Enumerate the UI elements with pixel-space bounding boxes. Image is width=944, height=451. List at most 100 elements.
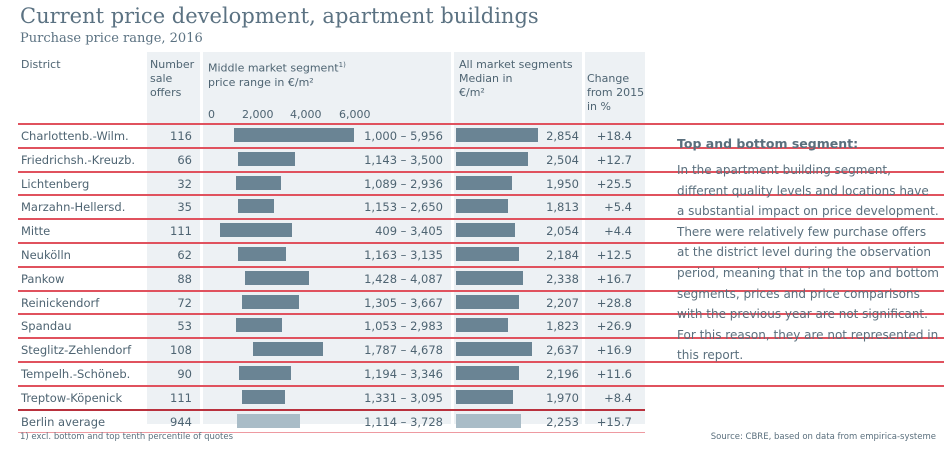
price-range-bar	[234, 128, 355, 142]
header-offers-line: Number	[150, 58, 195, 71]
median-label: 1,823	[546, 319, 579, 333]
offers-count: 66	[177, 153, 192, 167]
row-rule	[18, 123, 944, 125]
price-range-label: 1,153 – 2,650	[364, 200, 443, 214]
row-rule	[18, 290, 944, 292]
axis-tick-label: 6,000	[339, 108, 371, 121]
axis-tick-label: 4,000	[290, 108, 322, 121]
row-rule	[18, 147, 944, 149]
district-name: Neukölln	[21, 248, 71, 262]
median-label: 2,504	[546, 153, 579, 167]
footnote: 1) excl. bottom and top tenth percentile…	[20, 432, 234, 442]
district-name: Lichtenberg	[21, 177, 90, 191]
change-percent: +15.7	[596, 415, 632, 429]
header-district: District	[21, 58, 61, 71]
district-name: Tempelh.-Schöneb.	[21, 367, 131, 381]
change-percent: +26.9	[596, 319, 632, 333]
median-bar	[456, 318, 509, 332]
price-range-bar	[244, 271, 309, 285]
change-percent: +18.4	[596, 129, 632, 143]
price-range-label: 1,143 – 3,500	[364, 153, 443, 167]
header-middle-line: price range in €/m²	[208, 75, 314, 89]
change-percent: +12.7	[596, 153, 632, 167]
offers-count: 111	[170, 224, 192, 238]
average-price-range-bar	[237, 414, 301, 428]
price-range-bar	[237, 199, 275, 213]
district-name: Steglitz-Zehlendorf	[21, 343, 132, 357]
axis-tick-label: 2,000	[242, 108, 274, 121]
price-range-bar	[241, 295, 299, 309]
average-median-bar	[456, 414, 521, 428]
district-name: Friedrichsh.-Kreuzb.	[21, 153, 136, 167]
row-rule	[18, 194, 944, 196]
offers-count: 116	[170, 129, 192, 143]
median-bar	[456, 128, 538, 142]
district-name: Charlottenb.-Wilm.	[21, 129, 129, 143]
price-range-label: 1,000 – 5,956	[364, 129, 443, 143]
header-offers: Number sale offers	[150, 58, 194, 100]
price-range-label: 1,305 – 3,667	[364, 296, 443, 310]
price-range-label: 1,114 – 3,728	[364, 415, 443, 429]
offers-count: 35	[177, 200, 192, 214]
change-percent: +28.8	[596, 296, 632, 310]
price-range-label: 1,089 – 2,936	[364, 177, 443, 191]
row-rule	[18, 337, 944, 339]
change-percent: +4.4	[604, 224, 632, 238]
row-rule	[18, 218, 944, 220]
offers-count: 944	[170, 415, 192, 429]
district-name: Spandau	[21, 319, 72, 333]
median-bar	[456, 342, 532, 356]
price-range-bar	[219, 223, 293, 237]
district-name: Reinickendorf	[21, 296, 100, 310]
price-range-label: 1,787 – 4,678	[364, 343, 443, 357]
header-change-line: Change	[587, 72, 630, 85]
median-label: 2,854	[546, 129, 579, 143]
district-name: Treptow-Köpenick	[21, 391, 123, 405]
change-percent: +16.7	[596, 272, 632, 286]
header-median-line: Median in	[459, 72, 513, 85]
axis-tick-label: 0	[208, 108, 215, 121]
median-label: 2,196	[546, 367, 579, 381]
offers-count: 88	[177, 272, 192, 286]
change-percent: +16.9	[596, 343, 632, 357]
offers-count: 72	[177, 296, 192, 310]
median-label: 2,054	[546, 224, 579, 238]
change-percent: +5.4	[604, 200, 632, 214]
median-bar	[456, 295, 520, 309]
median-bar	[456, 176, 512, 190]
offers-count: 108	[170, 343, 192, 357]
row-rule	[18, 432, 645, 433]
chart-subtitle: Purchase price range, 2016	[20, 31, 203, 46]
median-bar	[456, 366, 519, 380]
header-middle-line: Middle market segment1)	[208, 58, 346, 76]
price-range-label: 409 – 3,405	[375, 224, 443, 238]
median-label: 2,637	[546, 343, 579, 357]
offers-count: 62	[177, 248, 192, 262]
header-median-line: €/m²	[459, 86, 485, 99]
row-rule	[18, 171, 944, 173]
sidebar-body: In the apartment building segment, diffe…	[677, 163, 939, 363]
median-bar	[456, 199, 508, 213]
header-median-line: All market segments	[459, 58, 573, 71]
source-note: Source: CBRE, based on data from empiric…	[710, 432, 936, 442]
header-change: Change from 2015 in %	[587, 72, 644, 114]
row-rule	[18, 242, 944, 244]
price-range-label: 1,053 – 2,983	[364, 319, 443, 333]
header-middle-segment: Middle market segment1) price range in €…	[208, 58, 346, 90]
price-range-bar	[235, 318, 283, 332]
price-range-label: 1,331 – 3,095	[364, 391, 443, 405]
median-bar	[456, 247, 519, 261]
district-name: Marzahn-Hellersd.	[21, 200, 126, 214]
offers-count: 90	[177, 367, 192, 381]
sidebar-title: Top and bottom segment:	[677, 136, 859, 151]
median-label: 2,253	[546, 415, 579, 429]
price-range-bar	[238, 366, 291, 380]
median-label: 1,813	[546, 200, 579, 214]
header-change-line: from 2015	[587, 86, 645, 99]
price-range-bar	[237, 152, 295, 166]
average-district-name: Berlin average	[21, 415, 106, 429]
median-bar	[456, 271, 523, 285]
change-percent: +12.5	[596, 248, 632, 262]
median-label: 2,207	[546, 296, 579, 310]
change-percent: +11.6	[596, 367, 632, 381]
